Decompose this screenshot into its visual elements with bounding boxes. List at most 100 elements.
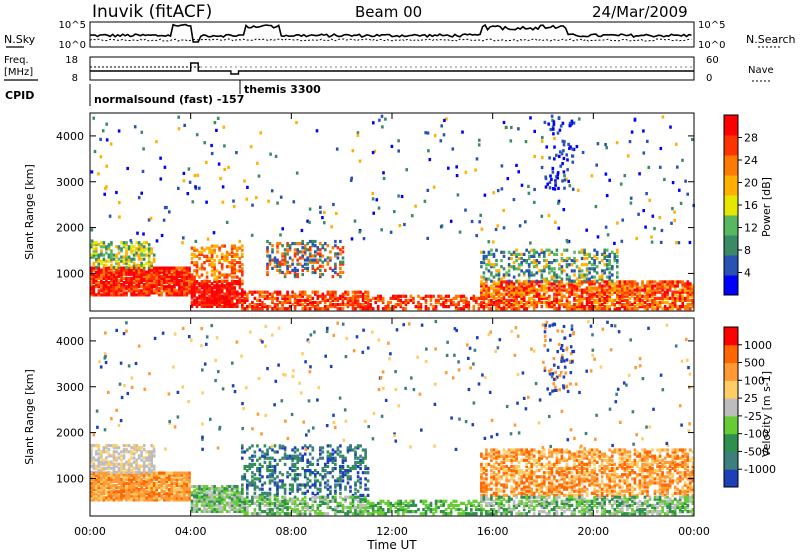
range-cell [147, 253, 151, 257]
range-cell [558, 286, 561, 290]
range-cell [314, 493, 317, 497]
range-cell [230, 279, 234, 283]
range-cell [563, 305, 566, 309]
range-cell [293, 252, 297, 256]
range-cell [182, 236, 185, 240]
range-cell [160, 293, 164, 297]
range-cell [100, 285, 103, 289]
range-cell [193, 489, 196, 493]
range-cell [203, 505, 206, 509]
range-cell [147, 450, 151, 454]
range-cell [163, 471, 166, 475]
range-cell [331, 466, 335, 471]
range-cell [263, 303, 267, 307]
range-cell [346, 495, 350, 499]
range-cell [344, 505, 347, 510]
range-cell [283, 294, 287, 298]
range-cell [565, 259, 569, 263]
range-cell [92, 243, 96, 247]
range-cell [92, 116, 95, 120]
range-cell [671, 303, 674, 307]
range-cell [258, 292, 262, 296]
range-cell [364, 454, 367, 458]
range-cell [165, 270, 169, 274]
range-cell [271, 501, 274, 505]
range-cell [269, 152, 272, 156]
range-cell [205, 292, 209, 296]
range-cell [208, 493, 211, 497]
range-cell [92, 272, 96, 276]
range-cell [193, 499, 196, 503]
range-cell [215, 288, 219, 292]
range-cell [228, 290, 231, 294]
range-cell [530, 286, 533, 290]
range-cell [203, 296, 206, 300]
range-cell [278, 260, 282, 264]
range-cell [578, 282, 581, 286]
range-cell [256, 161, 259, 165]
range-cell [215, 300, 219, 304]
range-cell [145, 464, 148, 468]
range-cell [147, 458, 151, 462]
range-cell [251, 458, 254, 462]
range-cell [646, 307, 649, 311]
range-cell [613, 298, 617, 302]
range-cell [580, 248, 584, 252]
range-cell [210, 248, 214, 252]
range-cell [467, 305, 471, 309]
range-cell [246, 508, 249, 512]
range-cell [540, 250, 544, 254]
range-cell [339, 275, 342, 279]
range-cell [117, 293, 121, 297]
range-cell [550, 284, 554, 288]
range-cell [605, 284, 609, 288]
range-cell [520, 292, 523, 296]
range-cell [442, 133, 446, 137]
range-cell [135, 490, 138, 494]
range-cell [112, 466, 116, 470]
range-cell [95, 259, 98, 263]
range-cell [548, 267, 551, 271]
range-cell [659, 146, 663, 151]
range-cell [258, 493, 262, 497]
range-cell [520, 256, 523, 261]
range-cell [480, 303, 483, 307]
range-cell [671, 207, 674, 211]
range-cell [273, 464, 277, 469]
range-cell [125, 460, 128, 464]
range-cell [561, 162, 564, 166]
range-cell [102, 285, 106, 289]
range-cell [550, 114, 554, 118]
range-cell [319, 248, 322, 252]
range-cell [122, 291, 126, 295]
range-cell [200, 497, 204, 501]
range-cell [210, 256, 214, 261]
range-cell [135, 253, 138, 257]
range-cell [339, 252, 342, 256]
range-cell [638, 172, 641, 176]
range-cell [567, 142, 570, 146]
range-cell [560, 259, 564, 263]
range-cell [100, 460, 103, 464]
range-cell [127, 477, 131, 481]
range-cell [278, 262, 282, 266]
range-cell [220, 300, 224, 304]
range-cell [510, 284, 513, 288]
range-cell [281, 456, 284, 460]
range-cell [364, 452, 367, 456]
range-cell [510, 298, 513, 302]
range-cell [92, 477, 96, 481]
range-cell [439, 225, 443, 229]
range-cell [92, 276, 96, 280]
range-cell [168, 274, 171, 278]
range-cell [361, 493, 365, 497]
range-cell [668, 296, 672, 300]
range-cell [105, 475, 108, 479]
range-cell [185, 479, 189, 483]
range-cell [276, 246, 279, 250]
range-cell [308, 471, 312, 475]
range-cell [107, 253, 111, 257]
range-cell [112, 446, 116, 450]
range-cell [175, 498, 179, 502]
range-cell [517, 170, 520, 174]
